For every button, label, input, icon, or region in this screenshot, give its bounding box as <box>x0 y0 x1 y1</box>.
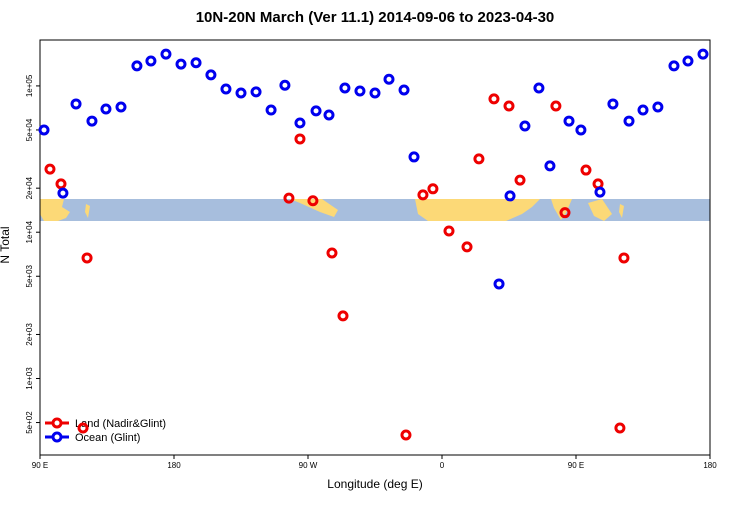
point <box>283 192 295 204</box>
point <box>623 115 635 127</box>
point <box>354 85 366 97</box>
x-tick-label: 90 E <box>568 461 584 470</box>
point <box>443 225 455 237</box>
point <box>652 101 664 113</box>
point <box>220 83 232 95</box>
point <box>100 103 112 115</box>
point <box>55 178 67 190</box>
point <box>514 174 526 186</box>
point <box>400 429 412 441</box>
point <box>575 124 587 136</box>
point <box>697 48 709 60</box>
point <box>398 84 410 96</box>
x-tick-label: 90 W <box>299 461 318 470</box>
legend-marker <box>51 417 63 429</box>
y-tick-label: 1e+04 <box>25 220 34 243</box>
legend-label: Land (Nadir&Glint) <box>75 418 166 430</box>
point <box>326 247 338 259</box>
y-tick-label: 5e+04 <box>25 118 34 141</box>
point <box>618 252 630 264</box>
point <box>519 120 531 132</box>
point <box>70 98 82 110</box>
point <box>77 422 89 434</box>
point <box>160 48 172 60</box>
point <box>235 87 247 99</box>
point <box>369 87 381 99</box>
point <box>503 100 515 112</box>
point <box>131 60 143 72</box>
point <box>310 105 322 117</box>
point <box>265 104 277 116</box>
x-axis-label: Longitude (deg E) <box>327 477 422 491</box>
point <box>205 69 217 81</box>
plot-frame <box>39 39 711 456</box>
point <box>175 58 187 70</box>
point <box>115 101 127 113</box>
y-tick-label: 1e+05 <box>25 74 34 97</box>
point <box>493 278 505 290</box>
point <box>294 117 306 129</box>
point <box>427 183 439 195</box>
chart-title: 10N-20N March (Ver 11.1) 2014-09-06 to 2… <box>196 9 555 26</box>
point <box>533 82 545 94</box>
map-band <box>40 199 710 221</box>
y-tick-label: 1e+03 <box>25 367 34 390</box>
legend-marker <box>51 431 63 443</box>
point <box>488 93 500 105</box>
point <box>607 98 619 110</box>
x-tick-label: 180 <box>167 461 181 470</box>
y-axis-label: N Total <box>0 226 12 263</box>
y-tick-label: 2e+03 <box>25 323 34 346</box>
point <box>594 186 606 198</box>
point <box>38 124 50 136</box>
point <box>550 100 562 112</box>
legend: Land (Nadir&Glint) Ocean (Glint) <box>45 417 166 444</box>
y-tick-label: 5e+03 <box>25 264 34 287</box>
point <box>383 73 395 85</box>
point <box>190 57 202 69</box>
point <box>504 190 516 202</box>
point <box>408 151 420 163</box>
point <box>339 82 351 94</box>
point <box>86 115 98 127</box>
point <box>250 86 262 98</box>
point <box>614 422 626 434</box>
point <box>544 160 556 172</box>
y-tick-label: 5e+02 <box>25 411 34 434</box>
point <box>637 104 649 116</box>
x-tick-label: 90 E <box>32 461 48 470</box>
point <box>417 189 429 201</box>
point <box>294 133 306 145</box>
point <box>44 163 56 175</box>
x-tick-label: 0 <box>440 461 445 470</box>
point <box>682 55 694 67</box>
point <box>563 115 575 127</box>
point <box>57 187 69 199</box>
point <box>307 195 319 207</box>
point <box>279 79 291 91</box>
y-tick-label: 2e+04 <box>25 176 34 199</box>
point <box>81 252 93 264</box>
point <box>559 207 571 219</box>
x-tick-label: 180 <box>703 461 717 470</box>
point <box>145 55 157 67</box>
point <box>580 164 592 176</box>
legend-label: Ocean (Glint) <box>75 432 140 444</box>
point <box>473 153 485 165</box>
point <box>461 241 473 253</box>
point <box>668 60 680 72</box>
point <box>323 109 335 121</box>
point <box>337 310 349 322</box>
